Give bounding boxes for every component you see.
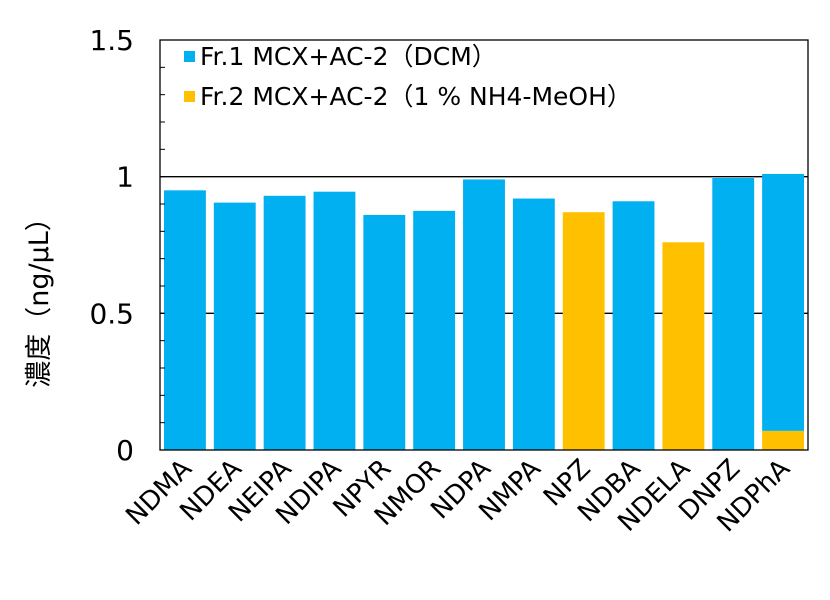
bar-NMPA-series-1 <box>512 198 555 450</box>
bar-DNPZ-series-1 <box>712 178 755 451</box>
bar-NEIPA-series-1 <box>263 195 306 450</box>
plot-frame <box>159 39 809 451</box>
bar-NDBA-series-1 <box>612 201 655 450</box>
legend-label-0: Fr.1 MCX+AC-2（DCM） <box>200 42 497 71</box>
bar-NDPhA-series-0 <box>762 430 805 450</box>
x-axis: NDMANDEANEIPANDIPANPYRNMORNDPANMPANPZNDB… <box>120 454 796 539</box>
legend-swatch-1 <box>184 91 195 102</box>
plot-border <box>159 39 809 451</box>
bars <box>163 173 805 451</box>
legend: Fr.1 MCX+AC-2（DCM） Fr.2 MCX+AC-2（1 % NH4-… <box>184 42 632 111</box>
bar-NDEA-series-1 <box>213 202 256 450</box>
y-axis: 0 0.5 1 1.5 <box>89 24 134 467</box>
y-tick-label: 1.5 <box>89 24 134 57</box>
bar-NDELA-series-0 <box>662 242 705 450</box>
bar-NPZ-series-0 <box>562 212 605 450</box>
legend-swatch-0 <box>184 51 195 62</box>
bar-NDIPA-series-1 <box>313 191 356 450</box>
y-axis-title: 濃度（ng/μL） <box>24 204 55 388</box>
bar-NMOR-series-1 <box>413 210 456 450</box>
bar-NPYR-series-1 <box>363 214 406 450</box>
bar-NDMA-series-1 <box>163 190 206 451</box>
bar-NDPhA-series-1 <box>762 173 805 431</box>
y-tick-label: 0 <box>116 434 134 467</box>
y-tick-label: 1 <box>116 161 134 194</box>
y-tick-label: 0.5 <box>89 297 134 330</box>
legend-label-1: Fr.2 MCX+AC-2（1 % NH4-MeOH） <box>200 82 632 111</box>
bar-NDPA-series-1 <box>463 179 505 450</box>
